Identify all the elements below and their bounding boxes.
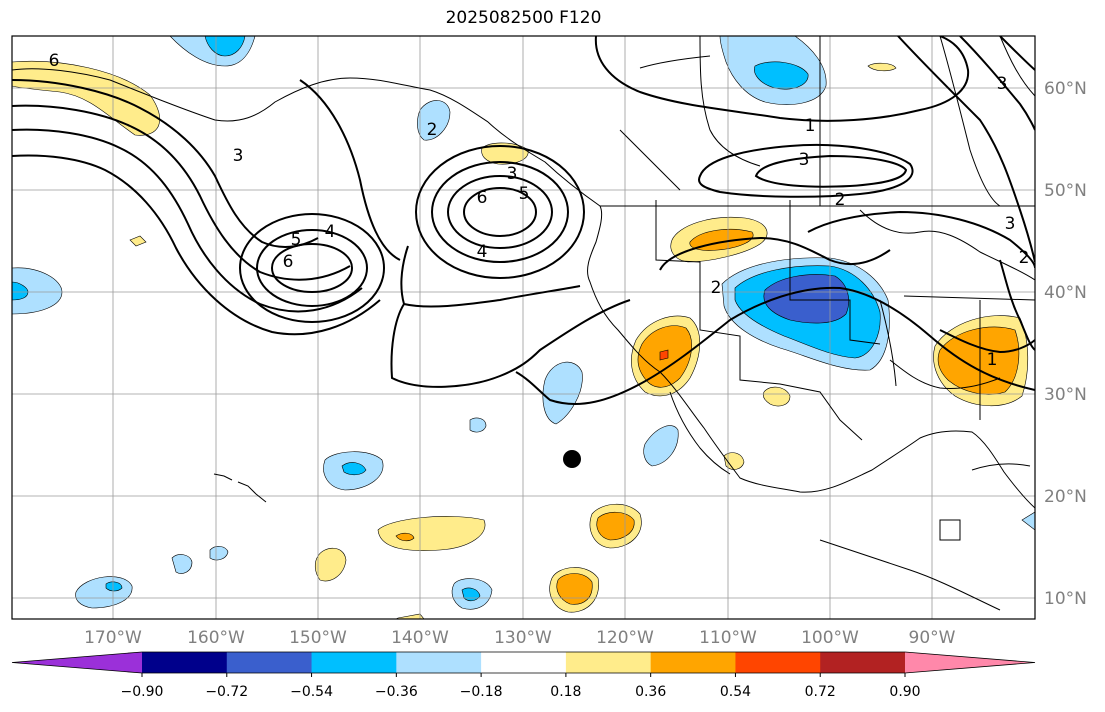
latitude-labels: 60°N 50°N 40°N 30°N 20°N 10°N xyxy=(1044,79,1087,609)
graticule xyxy=(12,36,1035,619)
lat-label-50: 50°N xyxy=(1044,181,1087,201)
lat-label-40: 40°N xyxy=(1044,283,1087,303)
colorbar-tick-label: −0.54 xyxy=(290,684,333,700)
colorbar-tick-label: −0.72 xyxy=(205,684,248,700)
anomaly-cyan-south2 xyxy=(105,581,123,592)
anomaly-yellow-mexico xyxy=(723,452,745,470)
contour-label-9: 5 xyxy=(519,184,530,204)
anomaly-cyan-hudson xyxy=(754,61,809,90)
contour-label-8: 6 xyxy=(477,188,488,208)
colorbar-extend-low xyxy=(12,652,142,673)
anomaly-yellow-bc xyxy=(481,142,529,165)
contour-label-2: 3 xyxy=(233,146,244,166)
contour-label-7: 3 xyxy=(507,164,518,184)
colorbar-segment xyxy=(396,652,482,673)
anomaly-cyan-pacific1 xyxy=(341,462,367,476)
colorbar-segment xyxy=(735,652,821,673)
anomaly-red-sw xyxy=(659,349,669,361)
lon-label-110: 110°W xyxy=(699,628,757,648)
colorbar-tick-label: −0.18 xyxy=(460,684,503,700)
contour-label-4: 4 xyxy=(325,222,336,242)
contour-label-6: 2 xyxy=(427,120,438,140)
contours xyxy=(12,36,1035,405)
colorbar-segment xyxy=(142,652,228,673)
contour-label-18: 3 xyxy=(997,74,1008,94)
lon-label-130: 130°W xyxy=(494,628,552,648)
colorbar-tick-label: 0.36 xyxy=(635,684,666,700)
colorbar-tick-label: 0.90 xyxy=(889,684,920,700)
anomaly-blue-bc xyxy=(417,100,451,141)
map-title: 2025082500 F120 xyxy=(445,8,602,28)
plot-frame xyxy=(11,35,1036,620)
anomaly-yellow-tx xyxy=(762,386,791,407)
lon-label-170: 170°W xyxy=(84,628,142,648)
longitude-labels: 170°W 160°W 150°W 140°W 130°W 120°W 110°… xyxy=(84,628,956,648)
lon-label-150: 150°W xyxy=(289,628,347,648)
anomaly-blue-edge xyxy=(1021,511,1035,531)
anomaly-blue-offshore xyxy=(542,361,583,425)
shaded-anomalies xyxy=(12,36,1035,619)
contour-label-5: 6 xyxy=(283,252,294,272)
anomaly-yellow-pacific xyxy=(377,516,486,551)
anomaly-blue-small1 xyxy=(469,417,487,433)
lon-label-160: 160°W xyxy=(187,628,245,648)
lat-label-60: 60°N xyxy=(1044,79,1087,99)
anomaly-orange-se xyxy=(937,326,1020,395)
colorbar-segment xyxy=(820,652,906,673)
colorbar: −0.90 −0.72 −0.54 −0.36 −0.18 0.18 0.36 0.54 0.7… xyxy=(11,651,1036,700)
lat-label-30: 30°N xyxy=(1044,385,1087,405)
colorbar-extend-high xyxy=(905,652,1035,673)
lon-label-140: 140°W xyxy=(391,628,449,648)
contour-label-14: 2 xyxy=(835,190,846,210)
anomaly-darkblue-central xyxy=(763,274,849,324)
lat-label-20: 20°N xyxy=(1044,487,1087,507)
anomaly-cyan-north xyxy=(204,36,246,57)
anomaly-yellow-small xyxy=(129,235,147,247)
colorbar-tick-label: 0.18 xyxy=(550,684,581,700)
colorbar-tick-label: 0.72 xyxy=(805,684,836,700)
colorbar-segment xyxy=(565,652,652,673)
anomaly-blue-small3 xyxy=(209,546,229,561)
contour-label-10: 4 xyxy=(477,242,488,262)
colorbar-tick-label: −0.36 xyxy=(375,684,418,700)
lon-label-120: 120°W xyxy=(596,628,654,648)
marker-dot xyxy=(563,450,581,468)
contour-label-12: 1 xyxy=(805,116,816,136)
contour-label-13: 3 xyxy=(799,150,810,170)
anomaly-orange-south2 xyxy=(556,573,593,605)
contour-label-15: 1 xyxy=(987,350,998,370)
anomaly-blue-small2 xyxy=(171,554,193,574)
contour-label-17: 2 xyxy=(1019,248,1030,268)
anomaly-yellow-west xyxy=(12,60,160,136)
colorbar-segment xyxy=(650,652,736,673)
contour-label-1: 6 xyxy=(49,51,60,71)
colorbar-tick-label: 0.54 xyxy=(720,684,751,700)
contour-labels: 6 3 5 4 6 2 3 6 5 4 2 1 3 2 1 3 2 3 xyxy=(49,51,1030,370)
anomaly-orange-pacific xyxy=(395,532,415,542)
anomaly-yellow-south3 xyxy=(314,547,347,582)
contour-label-11: 2 xyxy=(711,278,722,298)
lon-label-90: 90°W xyxy=(909,628,956,648)
colorbar-segment xyxy=(226,652,313,673)
colorbar-tick-label: −0.90 xyxy=(121,684,164,700)
colorbar-segment xyxy=(481,652,567,673)
anomaly-blue-baja xyxy=(643,425,679,467)
lon-label-100: 100°W xyxy=(801,628,859,648)
contour-label-16: 3 xyxy=(1005,214,1016,234)
lat-label-10: 10°N xyxy=(1044,589,1087,609)
colorbar-segment xyxy=(311,652,397,673)
anomaly-cyan-south1 xyxy=(461,587,481,602)
anomaly-yellow-hudson xyxy=(867,62,897,72)
contour-label-3: 5 xyxy=(291,230,302,250)
